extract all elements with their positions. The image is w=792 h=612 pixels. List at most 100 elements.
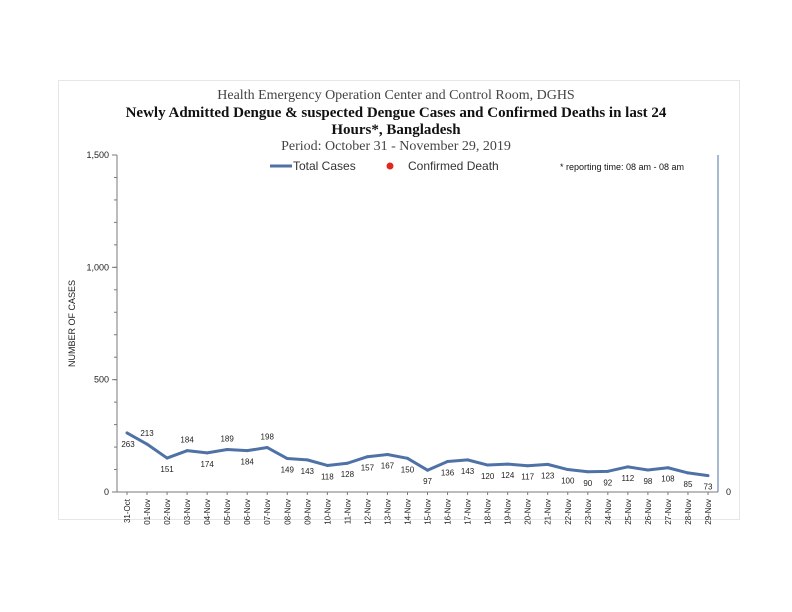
data-point-total-cases <box>125 431 129 435</box>
reporting-time-note: * reporting time: 08 am - 08 am <box>560 162 684 172</box>
series-line-total-cases <box>126 431 709 478</box>
data-label-total-cases: 189 <box>220 435 234 444</box>
data-label-total-cases: 174 <box>200 460 214 469</box>
data-point-total-cases <box>245 449 249 453</box>
x-tick-label: 28-Nov <box>684 499 693 525</box>
x-tick-label: 20-Nov <box>524 499 533 525</box>
x-tick-label: 23-Nov <box>584 499 593 525</box>
legend-label-confirmed-death: Confirmed Death <box>408 159 499 173</box>
data-label-total-cases: 184 <box>241 458 255 467</box>
x-tick-label: 17-Nov <box>464 499 473 525</box>
x-tick-label: 01-Nov <box>143 499 152 525</box>
y-tick-label: 1,500 <box>86 150 109 160</box>
data-point-total-cases <box>305 458 309 462</box>
data-label-total-cases: 184 <box>180 436 194 445</box>
x-tick-label: 13-Nov <box>383 499 392 525</box>
secondary-y-tick-label: 0 <box>726 487 731 497</box>
data-point-total-cases <box>285 457 289 461</box>
data-point-total-cases <box>646 468 650 472</box>
data-label-total-cases: 85 <box>684 480 693 489</box>
data-label-total-cases: 73 <box>704 483 713 492</box>
x-tick-label: 27-Nov <box>664 499 673 525</box>
y-tick-label: 1,000 <box>86 262 109 272</box>
data-label-total-cases: 124 <box>501 471 515 480</box>
x-tick-label: 16-Nov <box>444 499 453 525</box>
y-tick-label: 0 <box>104 487 109 497</box>
data-point-total-cases <box>666 466 670 470</box>
data-label-total-cases: 120 <box>481 472 495 481</box>
x-tick-label: 14-Nov <box>403 499 412 525</box>
x-tick-label: 24-Nov <box>604 499 613 525</box>
x-tick-label: 29-Nov <box>704 499 713 525</box>
data-point-total-cases <box>225 448 229 452</box>
data-label-total-cases: 143 <box>461 467 475 476</box>
data-label-total-cases: 98 <box>643 477 652 486</box>
data-label-total-cases: 151 <box>160 465 174 474</box>
data-point-total-cases <box>506 462 510 466</box>
data-point-total-cases <box>626 465 630 469</box>
x-tick-label: 12-Nov <box>363 499 372 525</box>
x-tick-label: 25-Nov <box>624 499 633 525</box>
x-tick-label: 10-Nov <box>323 499 332 525</box>
x-tick-label: 26-Nov <box>644 499 653 525</box>
data-point-total-cases <box>566 468 570 472</box>
x-tick-label: 02-Nov <box>163 499 172 525</box>
data-label-total-cases: 97 <box>423 477 432 486</box>
data-point-total-cases <box>426 468 430 472</box>
x-tick-label: 19-Nov <box>504 499 513 525</box>
x-tick-label: 11-Nov <box>343 499 352 524</box>
org-name: Health Emergency Operation Center and Co… <box>217 88 575 103</box>
data-label-total-cases: 90 <box>583 479 592 488</box>
data-label-total-cases: 117 <box>521 473 534 482</box>
chart-period: Period: October 31 - November 29, 2019 <box>281 139 511 154</box>
data-label-total-cases: 112 <box>621 474 634 483</box>
y-axis-title: NUMBER OF CASES <box>67 280 77 367</box>
chart-title-line1: Newly Admitted Dengue & suspected Dengue… <box>125 105 667 121</box>
data-label-total-cases: 150 <box>401 465 415 474</box>
x-tick-label: 05-Nov <box>223 499 232 525</box>
x-tick-label: 09-Nov <box>303 499 312 525</box>
data-point-total-cases <box>325 463 329 467</box>
x-tick-label: 06-Nov <box>243 499 252 525</box>
data-point-total-cases <box>606 469 610 473</box>
data-point-total-cases <box>706 474 710 478</box>
data-label-total-cases: 213 <box>140 429 154 438</box>
x-tick-label: 18-Nov <box>484 499 493 525</box>
data-label-total-cases: 157 <box>361 464 375 473</box>
data-label-total-cases: 123 <box>541 471 555 480</box>
x-tick-label: 31-Oct <box>123 498 132 523</box>
legend-swatch-confirmed-death <box>386 162 394 170</box>
chart-title-line2: Hours*, Bangladesh <box>331 122 461 138</box>
data-point-total-cases <box>145 442 149 446</box>
data-label-total-cases: 128 <box>341 470 355 479</box>
data-point-total-cases <box>165 456 169 460</box>
data-point-total-cases <box>486 463 490 467</box>
data-label-total-cases: 136 <box>441 468 455 477</box>
data-point-total-cases <box>345 461 349 465</box>
chart-axes: 0 500 1,000 1,500 NUMBER OF CASES 0 31-Oct 01-N… <box>67 150 731 525</box>
legend-label-total-cases: Total Cases <box>293 159 356 173</box>
data-label-total-cases: 167 <box>381 461 395 470</box>
data-label-total-cases: 118 <box>321 472 334 481</box>
data-label-total-cases: 143 <box>301 467 315 476</box>
data-point-total-cases <box>385 452 389 456</box>
data-point-total-cases <box>185 449 189 453</box>
data-label-total-cases: 263 <box>121 440 135 449</box>
data-point-total-cases <box>546 462 550 466</box>
data-point-total-cases <box>265 446 269 450</box>
data-label-total-cases: 108 <box>661 475 675 484</box>
x-tick-label: 15-Nov <box>424 499 433 525</box>
x-tick-label: 21-Nov <box>544 499 553 525</box>
x-tick-label: 07-Nov <box>263 499 272 525</box>
data-point-total-cases <box>586 470 590 474</box>
data-point-total-cases <box>405 456 409 460</box>
x-tick-label: 03-Nov <box>183 499 192 525</box>
chart-marks: 263 213 151 184 174 189 184 198 149 143 118 128 157 1… <box>121 429 713 491</box>
data-label-total-cases: 198 <box>261 433 275 442</box>
x-tick-label: 22-Nov <box>564 499 573 525</box>
data-point-total-cases <box>686 471 690 475</box>
x-tick-label: 08-Nov <box>283 499 292 525</box>
data-point-total-cases <box>365 455 369 459</box>
chart-legend: Total Cases Confirmed Death * reporting … <box>270 159 684 173</box>
chart-frame <box>58 80 740 520</box>
